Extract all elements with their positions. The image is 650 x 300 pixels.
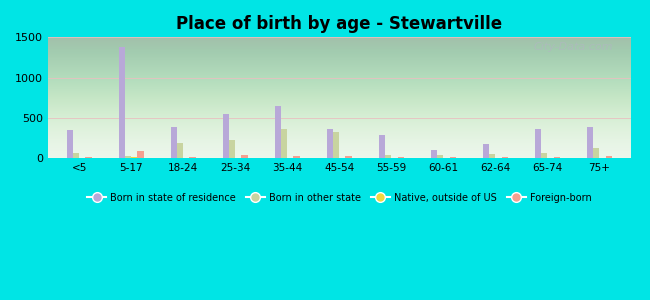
Bar [541, 153, 547, 158]
Bar [535, 129, 541, 158]
Bar [346, 156, 352, 158]
Bar [587, 127, 593, 158]
Bar [189, 157, 196, 158]
Bar [437, 154, 443, 158]
Bar [137, 152, 144, 158]
Bar [177, 143, 183, 158]
Bar [118, 47, 125, 158]
Bar [502, 157, 508, 158]
Legend: Born in state of residence, Born in other state, Native, outside of US, Foreign-: Born in state of residence, Born in othe… [83, 189, 595, 207]
Bar [385, 154, 391, 158]
Bar [606, 156, 612, 158]
Bar [293, 156, 300, 158]
Bar [431, 150, 437, 158]
Bar [281, 129, 287, 158]
Bar [593, 148, 599, 158]
Text: City-Data.com: City-Data.com [534, 42, 613, 52]
Bar [241, 155, 248, 158]
Bar [333, 132, 339, 158]
Bar [327, 129, 333, 158]
Bar [554, 157, 560, 158]
Bar [125, 156, 131, 158]
Bar [73, 153, 79, 158]
Bar [398, 157, 404, 158]
Bar [223, 114, 229, 158]
Bar [450, 157, 456, 158]
Title: Place of birth by age - Stewartville: Place of birth by age - Stewartville [176, 15, 502, 33]
Bar [171, 127, 177, 158]
Bar [229, 140, 235, 158]
Bar [85, 157, 92, 158]
Bar [379, 135, 385, 158]
Bar [131, 157, 137, 158]
Bar [489, 154, 495, 158]
Bar [66, 130, 73, 158]
Bar [483, 144, 489, 158]
Bar [275, 106, 281, 158]
